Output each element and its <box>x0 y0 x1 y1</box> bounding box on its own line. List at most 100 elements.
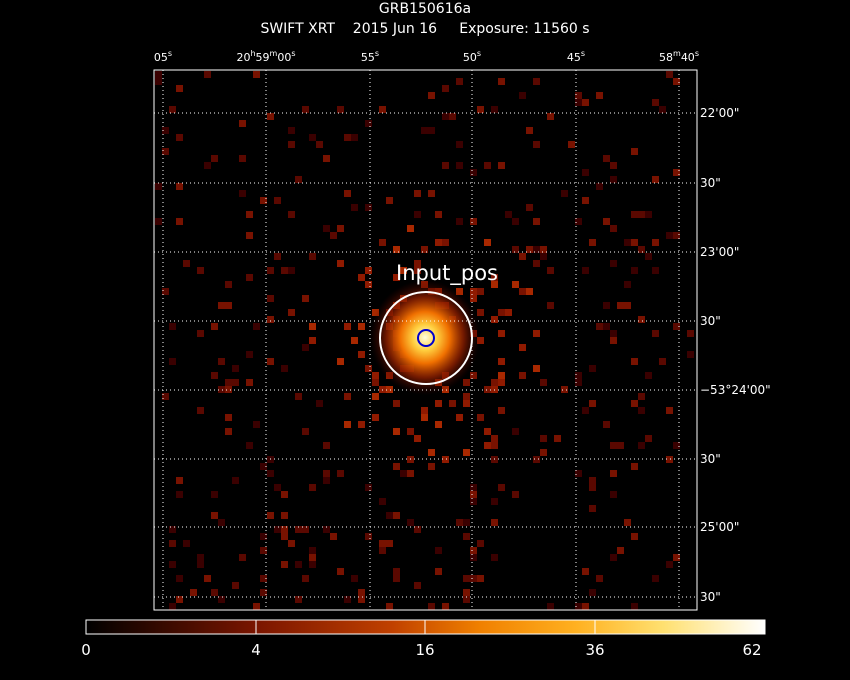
count-pixel <box>407 470 414 477</box>
count-pixel <box>463 589 470 596</box>
count-pixel <box>197 561 204 568</box>
count-pixel <box>211 589 218 596</box>
colorbar-label: 36 <box>585 641 605 659</box>
count-pixel <box>547 302 554 309</box>
count-pixel <box>498 358 505 365</box>
count-pixel <box>526 246 533 253</box>
count-pixel <box>533 260 540 267</box>
count-pixel <box>351 204 358 211</box>
count-pixel <box>358 351 365 358</box>
count-pixel <box>246 274 253 281</box>
count-pixel <box>239 120 246 127</box>
count-pixel <box>225 428 232 435</box>
plot-frame <box>153 69 698 611</box>
count-pixel <box>610 554 617 561</box>
count-pixel <box>435 211 442 218</box>
count-pixel <box>603 218 610 225</box>
count-pixel <box>309 554 316 561</box>
count-pixel <box>463 575 470 582</box>
count-pixel <box>344 190 351 197</box>
count-pixel <box>337 106 344 113</box>
count-pixel <box>463 400 470 407</box>
count-pixel <box>498 309 505 316</box>
count-pixel <box>456 162 463 169</box>
count-pixel <box>589 477 596 484</box>
count-pixel <box>316 141 323 148</box>
count-pixel <box>337 470 344 477</box>
object-title: GRB150616a <box>378 1 472 17</box>
exposure-label: Exposure: 11560 s <box>459 21 590 37</box>
count-pixel <box>393 568 400 575</box>
count-pixel <box>246 379 253 386</box>
count-pixel <box>162 288 169 295</box>
count-pixel <box>421 407 428 414</box>
count-pixel <box>442 239 449 246</box>
count-pixel <box>351 575 358 582</box>
count-pixel <box>288 267 295 274</box>
dec-tick-label: 30" <box>700 176 721 190</box>
count-pixel <box>386 540 393 547</box>
count-pixel <box>610 225 617 232</box>
count-pixel <box>540 379 547 386</box>
count-pixel <box>540 435 547 442</box>
count-pixel <box>498 372 505 379</box>
count-pixel <box>393 575 400 582</box>
count-pixel <box>323 477 330 484</box>
count-pixel <box>183 260 190 267</box>
count-pixel <box>309 323 316 330</box>
count-pixel <box>477 309 484 316</box>
count-pixel <box>253 71 260 78</box>
dec-tick-label: 30" <box>700 452 721 466</box>
count-pixel <box>666 232 673 239</box>
count-pixel <box>603 302 610 309</box>
count-pixel <box>631 211 638 218</box>
count-pixel <box>673 554 680 561</box>
count-pixel <box>442 113 449 120</box>
count-pixel <box>673 442 680 449</box>
count-pixel <box>561 190 568 197</box>
count-pixel <box>442 456 449 463</box>
count-pixel <box>344 596 351 603</box>
count-pixel <box>631 603 638 610</box>
count-pixel <box>491 379 498 386</box>
count-pixel <box>239 190 246 197</box>
count-pixel <box>547 603 554 610</box>
count-pixel <box>428 190 435 197</box>
count-pixel <box>477 288 484 295</box>
count-pixel <box>386 197 393 204</box>
count-pixel <box>659 358 666 365</box>
count-pixel <box>323 526 330 533</box>
count-pixel <box>575 92 582 99</box>
count-pixel <box>533 365 540 372</box>
count-pixel <box>645 211 652 218</box>
count-pixel <box>295 561 302 568</box>
count-pixel <box>309 253 316 260</box>
count-pixel <box>246 232 253 239</box>
count-pixel <box>491 435 498 442</box>
count-pixel <box>358 323 365 330</box>
count-pixel <box>414 582 421 589</box>
count-pixel <box>260 547 267 554</box>
count-pixel <box>589 505 596 512</box>
count-pixel <box>267 470 274 477</box>
count-pixel <box>365 365 372 372</box>
count-pixel <box>498 162 505 169</box>
count-pixel <box>575 218 582 225</box>
count-pixel <box>218 519 225 526</box>
count-pixel <box>596 323 603 330</box>
count-pixel <box>638 211 645 218</box>
count-pixel <box>463 596 470 603</box>
count-pixel <box>673 78 680 85</box>
count-pixel <box>582 568 589 575</box>
colorbar-label: 16 <box>415 641 435 659</box>
count-pixel <box>400 267 407 274</box>
count-pixel <box>673 323 680 330</box>
count-pixel <box>288 141 295 148</box>
count-pixel <box>365 484 372 491</box>
count-pixel <box>260 589 267 596</box>
count-pixel <box>491 442 498 449</box>
count-pixel <box>169 106 176 113</box>
count-pixel <box>512 428 519 435</box>
count-pixel <box>470 218 477 225</box>
count-pixel <box>393 428 400 435</box>
